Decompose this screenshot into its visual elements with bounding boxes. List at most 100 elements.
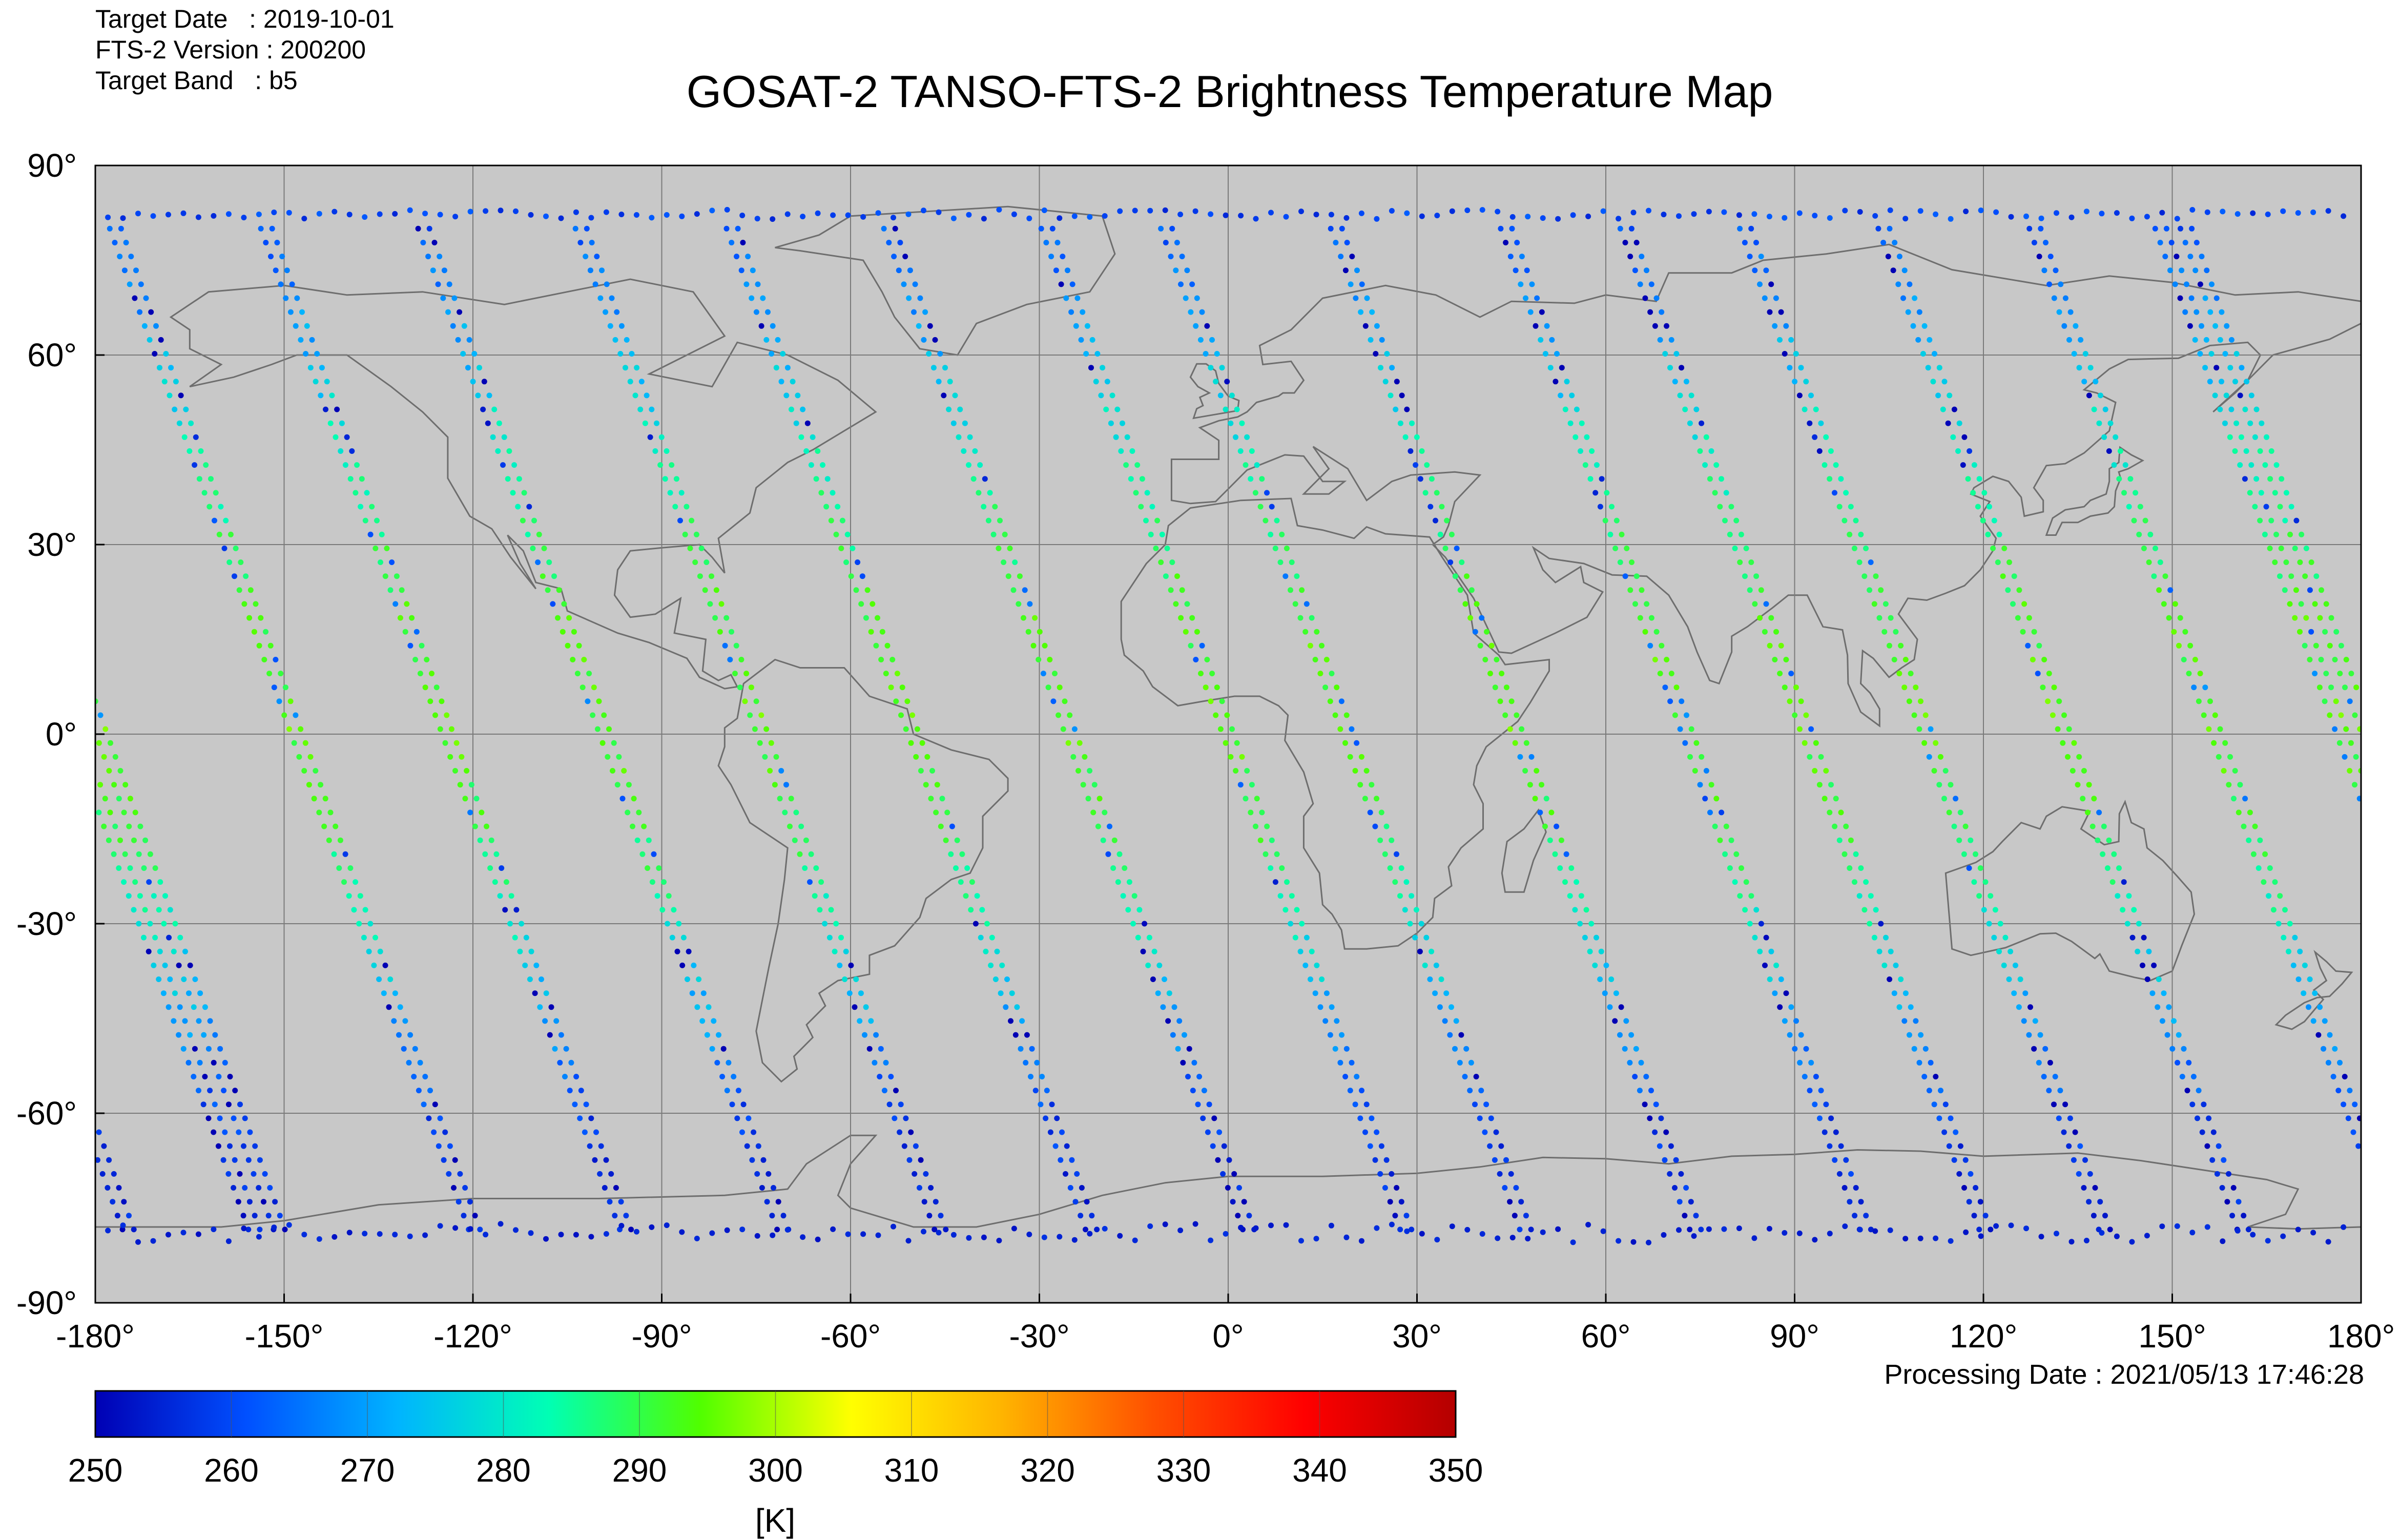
observation-point (714, 1059, 720, 1066)
observation-point (446, 1171, 452, 1177)
observation-point (2313, 573, 2320, 579)
observation-point (137, 893, 143, 899)
observation-point (1933, 740, 1939, 746)
observation-point (1145, 962, 1151, 968)
observation-point (313, 379, 319, 385)
observation-point (1337, 726, 1343, 732)
observation-point (1639, 254, 1645, 260)
observation-point (1354, 740, 1360, 746)
observation-point (1178, 281, 1184, 287)
observation-point (1896, 1004, 1902, 1010)
observation-point (2060, 740, 2066, 746)
observation-point (1508, 1171, 1514, 1177)
observation-point (2023, 1225, 2029, 1232)
observation-point (803, 448, 810, 454)
observation-point (1569, 392, 1575, 399)
observation-point (609, 295, 615, 301)
observation-point (245, 1157, 252, 1163)
observation-point (830, 212, 836, 218)
observation-point (1978, 207, 1984, 214)
observation-point (391, 1018, 397, 1024)
observation-point (889, 657, 896, 662)
observation-point (205, 1046, 212, 1052)
observation-point (658, 434, 665, 440)
observation-point (1592, 962, 1598, 968)
observation-point (2204, 1224, 2210, 1230)
observation-point (1117, 208, 1123, 214)
observation-point (729, 1101, 735, 1108)
observation-point (1638, 1059, 1644, 1066)
observation-point (1679, 365, 1685, 371)
observation-point (547, 1032, 553, 1038)
observation-point (2272, 559, 2278, 565)
observation-point (1882, 601, 1889, 607)
observation-point (659, 907, 666, 913)
observation-point (1653, 295, 1660, 301)
observation-point (2216, 754, 2222, 760)
observation-point (2159, 1223, 2165, 1230)
observation-point (775, 337, 781, 343)
lon-tick-label: -150° (245, 1318, 324, 1355)
observation-point (793, 809, 799, 816)
observation-point (2041, 657, 2047, 662)
observation-point (2295, 210, 2301, 216)
observation-point (2101, 823, 2107, 829)
observation-point (1747, 587, 1753, 593)
observation-point (2159, 1018, 2165, 1024)
observation-point (878, 1046, 884, 1052)
observation-point (1570, 212, 1576, 218)
observation-point (442, 1129, 448, 1135)
observation-point (377, 211, 383, 217)
observation-point (242, 1185, 248, 1191)
observation-point (1653, 629, 1660, 635)
observation-point (1676, 1227, 1682, 1233)
observation-point (1026, 1232, 1032, 1237)
observation-point (1893, 629, 1899, 635)
observation-point (558, 215, 564, 221)
observation-point (1753, 907, 1760, 913)
observation-point (2025, 642, 2031, 649)
observation-point (437, 1223, 443, 1229)
observation-point (1557, 865, 1563, 871)
observation-point (1497, 1171, 1503, 1177)
observation-point (2053, 267, 2059, 274)
observation-point (1439, 504, 1445, 510)
observation-point (780, 1213, 787, 1219)
observation-point (1582, 934, 1588, 941)
observation-point (765, 1171, 772, 1177)
observation-point (207, 1018, 213, 1024)
observation-point (2181, 1046, 2187, 1052)
observation-point (143, 295, 149, 301)
observation-point (441, 1157, 447, 1163)
observation-point (2091, 796, 2097, 802)
observation-point (2303, 615, 2309, 621)
observation-point (1003, 1004, 1009, 1010)
observation-point (499, 865, 505, 871)
observation-point (1587, 948, 1593, 954)
observation-point (1268, 531, 1274, 537)
observation-point (407, 642, 413, 649)
observation-point (892, 225, 898, 232)
observation-point (1763, 601, 1769, 607)
observation-point (1011, 1225, 1017, 1232)
observation-point (647, 434, 653, 440)
observation-point (212, 1032, 218, 1038)
observation-point (907, 267, 913, 274)
observation-point (1822, 796, 1828, 802)
observation-point (236, 587, 242, 593)
observation-point (1302, 962, 1309, 968)
observation-point (778, 379, 784, 385)
observation-point (1001, 559, 1007, 565)
observation-point (1733, 851, 1740, 857)
observation-point (171, 948, 177, 954)
observation-point (618, 1199, 624, 1205)
observation-point (749, 295, 755, 301)
observation-point (1158, 559, 1164, 565)
observation-point (452, 768, 458, 774)
observation-point (2189, 225, 2195, 232)
observation-point (333, 823, 339, 829)
observation-point (1208, 698, 1214, 704)
lon-tick-label: 0° (1212, 1318, 1244, 1355)
observation-point (1263, 851, 1269, 857)
observation-point (135, 1239, 141, 1245)
